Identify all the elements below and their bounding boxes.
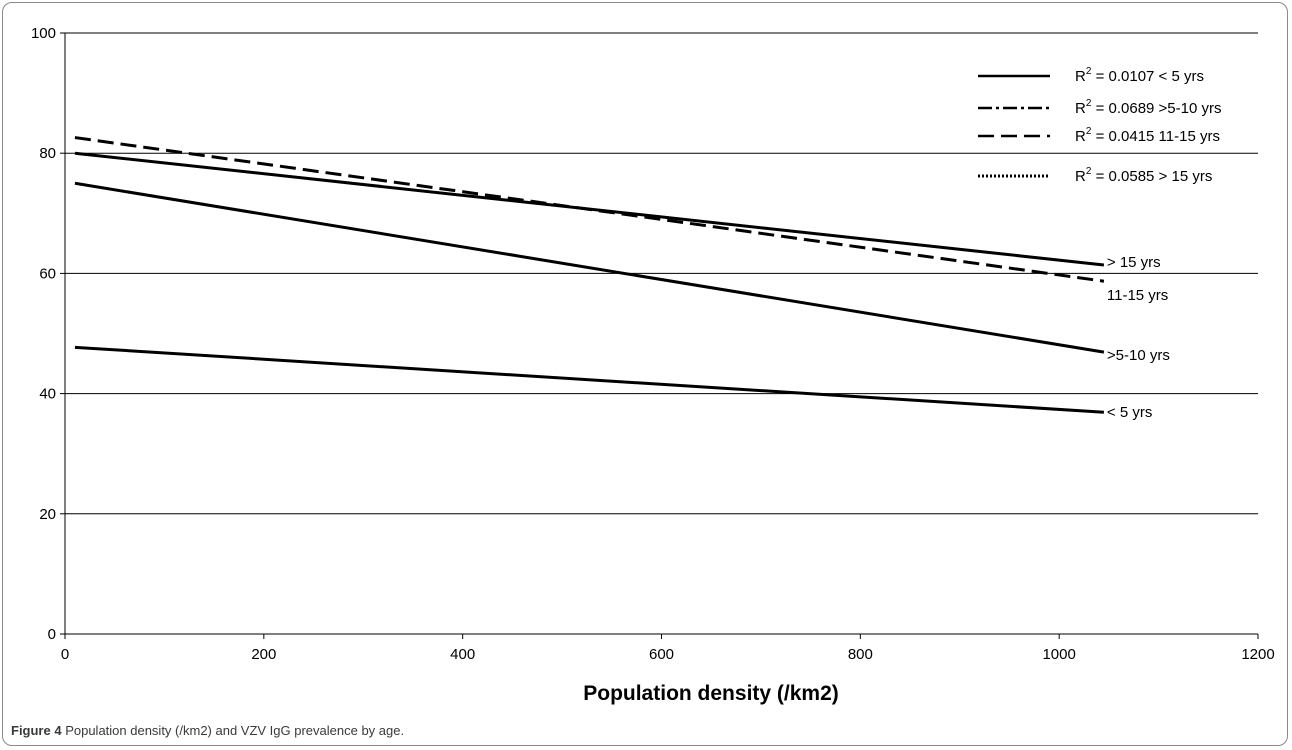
legend-r2-text: = 0.0107 < 5 yrs xyxy=(1091,68,1204,85)
y-tick-label-0: 0 xyxy=(48,626,56,643)
x-tick-label-1200: 1200 xyxy=(1241,646,1274,663)
legend-superscript: 2 xyxy=(1086,126,1092,137)
legend-r2-text: = 0.0415 11-15 yrs xyxy=(1091,128,1220,145)
legend-r-symbol: R xyxy=(1075,68,1086,85)
x-tick-label-400: 400 xyxy=(450,646,475,663)
series-end-labels: < 5 yrs >5-10 yrs 11-15 yrs > 15 yrs xyxy=(1107,254,1170,421)
series-lines xyxy=(74,136,1105,414)
legend-superscript: 2 xyxy=(1086,66,1092,77)
x-tick-label-200: 200 xyxy=(251,646,276,663)
series-line-2 xyxy=(74,181,1105,354)
y-tick-label-20: 20 xyxy=(39,506,56,523)
y-tick-label-100: 100 xyxy=(31,25,56,42)
series-end-label-2: >5-10 yrs xyxy=(1107,347,1170,364)
legend-label-3: R2 = 0.0415 11-15 yrs xyxy=(1075,126,1220,145)
line-chart: 0 20 40 60 80 100 0 200 400 600 800 1000 1200 < 5 y… xyxy=(31,25,1275,705)
legend-r-symbol: R xyxy=(1075,100,1086,117)
caption-text: Population density (/km2) and VZV IgG pr… xyxy=(61,723,401,738)
y-tick-label-80: 80 xyxy=(39,145,56,162)
legend-r-symbol: R xyxy=(1075,128,1086,145)
y-tick-label-60: 60 xyxy=(39,265,56,282)
legend-superscript: 2 xyxy=(1086,98,1092,109)
x-tick-label-600: 600 xyxy=(649,646,674,663)
series-line-4 xyxy=(74,151,1105,267)
figure-caption: Figure 4 Population density (/km2) and V… xyxy=(11,723,404,738)
caption-label: Figure 4 xyxy=(11,723,62,738)
x-tick-label-800: 800 xyxy=(848,646,873,663)
series-end-label-3: 11-15 yrs xyxy=(1107,287,1168,304)
x-axis-ticks: 0 200 400 600 800 1000 1200 xyxy=(61,634,1275,663)
axes xyxy=(64,33,1258,635)
series-end-label-1: < 5 yrs xyxy=(1107,404,1152,421)
legend-r2-text: = 0.0689 >5-10 yrs xyxy=(1091,100,1221,117)
series-end-label-4: > 15 yrs xyxy=(1107,254,1161,271)
legend-r2-text: = 0.0585 > 15 yrs xyxy=(1091,168,1212,185)
legend-superscript: 2 xyxy=(1086,166,1092,177)
x-axis-title: Population density (/km2) xyxy=(583,682,839,705)
grid-lines xyxy=(65,32,1258,515)
legend-r-symbol: R xyxy=(1075,168,1086,185)
x-tick-label-1000: 1000 xyxy=(1042,646,1075,663)
series-line-1 xyxy=(74,345,1104,414)
legend-label-1: R2 = 0.0107 < 5 yrs xyxy=(1075,66,1204,85)
y-axis-ticks: 0 20 40 60 80 100 xyxy=(31,25,65,643)
legend-label-2: R2 = 0.0689 >5-10 yrs xyxy=(1075,98,1222,117)
legend-label-4: R2 = 0.0585 > 15 yrs xyxy=(1075,166,1212,185)
caption-period: . xyxy=(400,723,405,738)
x-tick-label-0: 0 xyxy=(61,646,69,663)
y-tick-label-40: 40 xyxy=(39,386,56,403)
